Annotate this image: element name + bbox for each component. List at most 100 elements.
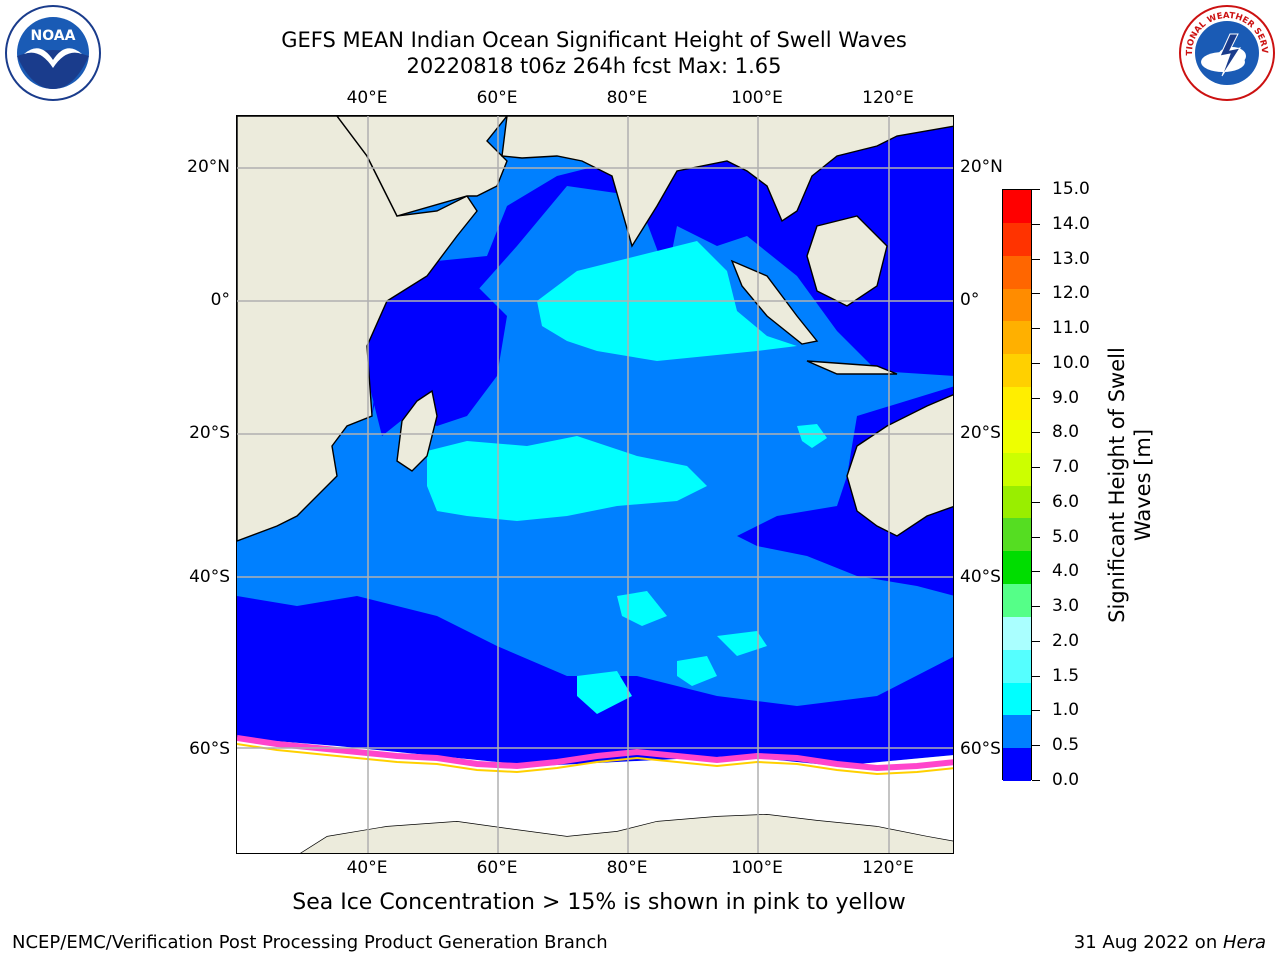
colorbar-segment (1003, 222, 1031, 257)
colorbar-label: 9.0 (1052, 387, 1080, 408)
lat-tick-left-20n: 20°N (187, 157, 230, 177)
colorbar-label: 11.0 (1052, 318, 1090, 339)
colorbar-title-line1: Significant Height of Swell (1105, 347, 1129, 623)
colorbar-segment (1003, 649, 1031, 683)
colorbar-label: 5.0 (1052, 526, 1080, 547)
map-svg (237, 116, 953, 853)
lat-tick-left-60s: 60°S (189, 739, 230, 759)
colorbar-label: 7.0 (1052, 457, 1080, 478)
colorbar-segment (1003, 419, 1031, 454)
colorbar-tick (1032, 293, 1040, 295)
colorbar-tick (1032, 258, 1040, 260)
colorbar-segment (1003, 616, 1031, 651)
colorbar-label: 13.0 (1052, 248, 1090, 269)
colorbar-tick (1032, 501, 1040, 503)
sea-ice-note: Sea Ice Concentration > 15% is shown in … (292, 890, 906, 915)
colorbar-label: 1.5 (1052, 665, 1080, 686)
map-title: GEFS MEAN Indian Ocean Significant Heigh… (281, 28, 907, 52)
lat-tick-left-20s: 20°S (189, 423, 230, 443)
colorbar-segment (1003, 321, 1031, 355)
colorbar-label: 15.0 (1052, 179, 1090, 199)
colorbar-tick (1032, 189, 1040, 190)
colorbar-tick (1032, 606, 1040, 608)
colorbar-label: 0.0 (1052, 770, 1080, 790)
colorbar-tick (1032, 536, 1040, 538)
lon-tick-bottom-40: 40°E (346, 858, 388, 878)
lon-tick-bottom-60: 60°E (476, 858, 518, 878)
lon-tick-top-60: 60°E (476, 88, 518, 108)
colorbar-tick (1032, 571, 1040, 573)
colorbar-tick (1032, 640, 1040, 642)
noaa-logo-text: NOAA (31, 28, 76, 44)
land-java-strip (806, 360, 898, 375)
colorbar-label: 4.0 (1052, 561, 1080, 582)
footer-right: 31 Aug 2022 on Hera (1074, 932, 1266, 953)
colorbar-label: 6.0 (1052, 491, 1080, 512)
colorbar-tick (1032, 710, 1040, 712)
sea-ice-edge-yellow (237, 743, 953, 776)
colorbar-segment (1003, 518, 1031, 552)
colorbar-title-line2: Waves [m] (1131, 428, 1155, 542)
colorbar-label: 2.0 (1052, 630, 1080, 651)
noaa-logo: NOAA (4, 4, 102, 102)
land-australia (846, 394, 953, 537)
colorbar-tick (1032, 467, 1040, 469)
land-india-asia (501, 116, 953, 248)
lat-tick-left-0: 0° (210, 290, 230, 310)
colorbar-tick (1032, 397, 1040, 399)
footer-date: 31 Aug 2022 on (1073, 932, 1223, 953)
map-subtitle: 20220818 t06z 264h fcst Max: 1.65 (406, 54, 782, 78)
footer-left: NCEP/EMC/Verification Post Processing Pr… (12, 932, 608, 953)
colorbar-tick (1032, 675, 1040, 677)
sea-ice-edge (237, 735, 953, 772)
colorbar-label: 8.0 (1052, 422, 1080, 443)
lat-tick-left-40s: 40°S (189, 567, 230, 587)
colorbar-label: 1.0 (1052, 700, 1080, 721)
colorbar-tick (1032, 223, 1040, 225)
colorbar-tick (1032, 362, 1040, 364)
colorbar-segment (1003, 452, 1031, 486)
colorbar-tick (1032, 780, 1040, 781)
colorbar-segment (1003, 485, 1031, 519)
land-sumatra (730, 259, 819, 345)
lat-tick-right-60s: 60°S (960, 739, 1001, 759)
sea-ice-zone (237, 738, 953, 853)
land-arabia (336, 116, 508, 217)
colorbar-label: 12.0 (1052, 283, 1090, 304)
colorbar-label: 0.5 (1052, 735, 1080, 756)
colorbar-label: 3.0 (1052, 596, 1080, 617)
colorbar-label: 14.0 (1052, 213, 1090, 234)
colorbar-label: 10.0 (1052, 352, 1090, 373)
lat-tick-right-0: 0° (960, 290, 980, 310)
lat-tick-right-40s: 40°S (960, 567, 1001, 587)
colorbar-segment (1003, 715, 1031, 749)
colorbar-tick (1032, 745, 1040, 747)
colorbar-title: Significant Height of Swell Waves [m] (1104, 305, 1156, 665)
lat-tick-right-20s: 20°S (960, 423, 1001, 443)
colorbar-segment (1003, 387, 1031, 421)
lon-tick-top-40: 40°E (346, 88, 388, 108)
lat-tick-right-20n: 20°N (960, 157, 1003, 177)
land-madagascar (396, 389, 438, 472)
colorbar-segment (1003, 748, 1031, 782)
lon-tick-top-120: 120°E (862, 88, 914, 108)
nws-logo: NATIONAL WEATHER SERVICE (1174, 0, 1276, 102)
colorbar (1002, 189, 1032, 782)
colorbar-segment (1003, 551, 1031, 585)
colorbar-segment (1003, 584, 1031, 618)
lon-tick-top-100: 100°E (731, 88, 783, 108)
lon-tick-bottom-100: 100°E (731, 858, 783, 878)
lon-tick-bottom-120: 120°E (862, 858, 914, 878)
colorbar-segment (1003, 255, 1031, 289)
map-panel (236, 115, 954, 854)
lon-tick-top-80: 80°E (606, 88, 648, 108)
lon-tick-bottom-80: 80°E (606, 858, 648, 878)
colorbar-tick (1032, 328, 1040, 330)
footer-machine: Hera (1222, 932, 1266, 953)
colorbar-segment (1003, 190, 1031, 224)
gridlines (237, 116, 953, 853)
colorbar-segment (1003, 288, 1031, 322)
land-borneo-java (806, 215, 888, 307)
colorbar-segment (1003, 682, 1031, 716)
colorbar-tick (1032, 432, 1040, 434)
